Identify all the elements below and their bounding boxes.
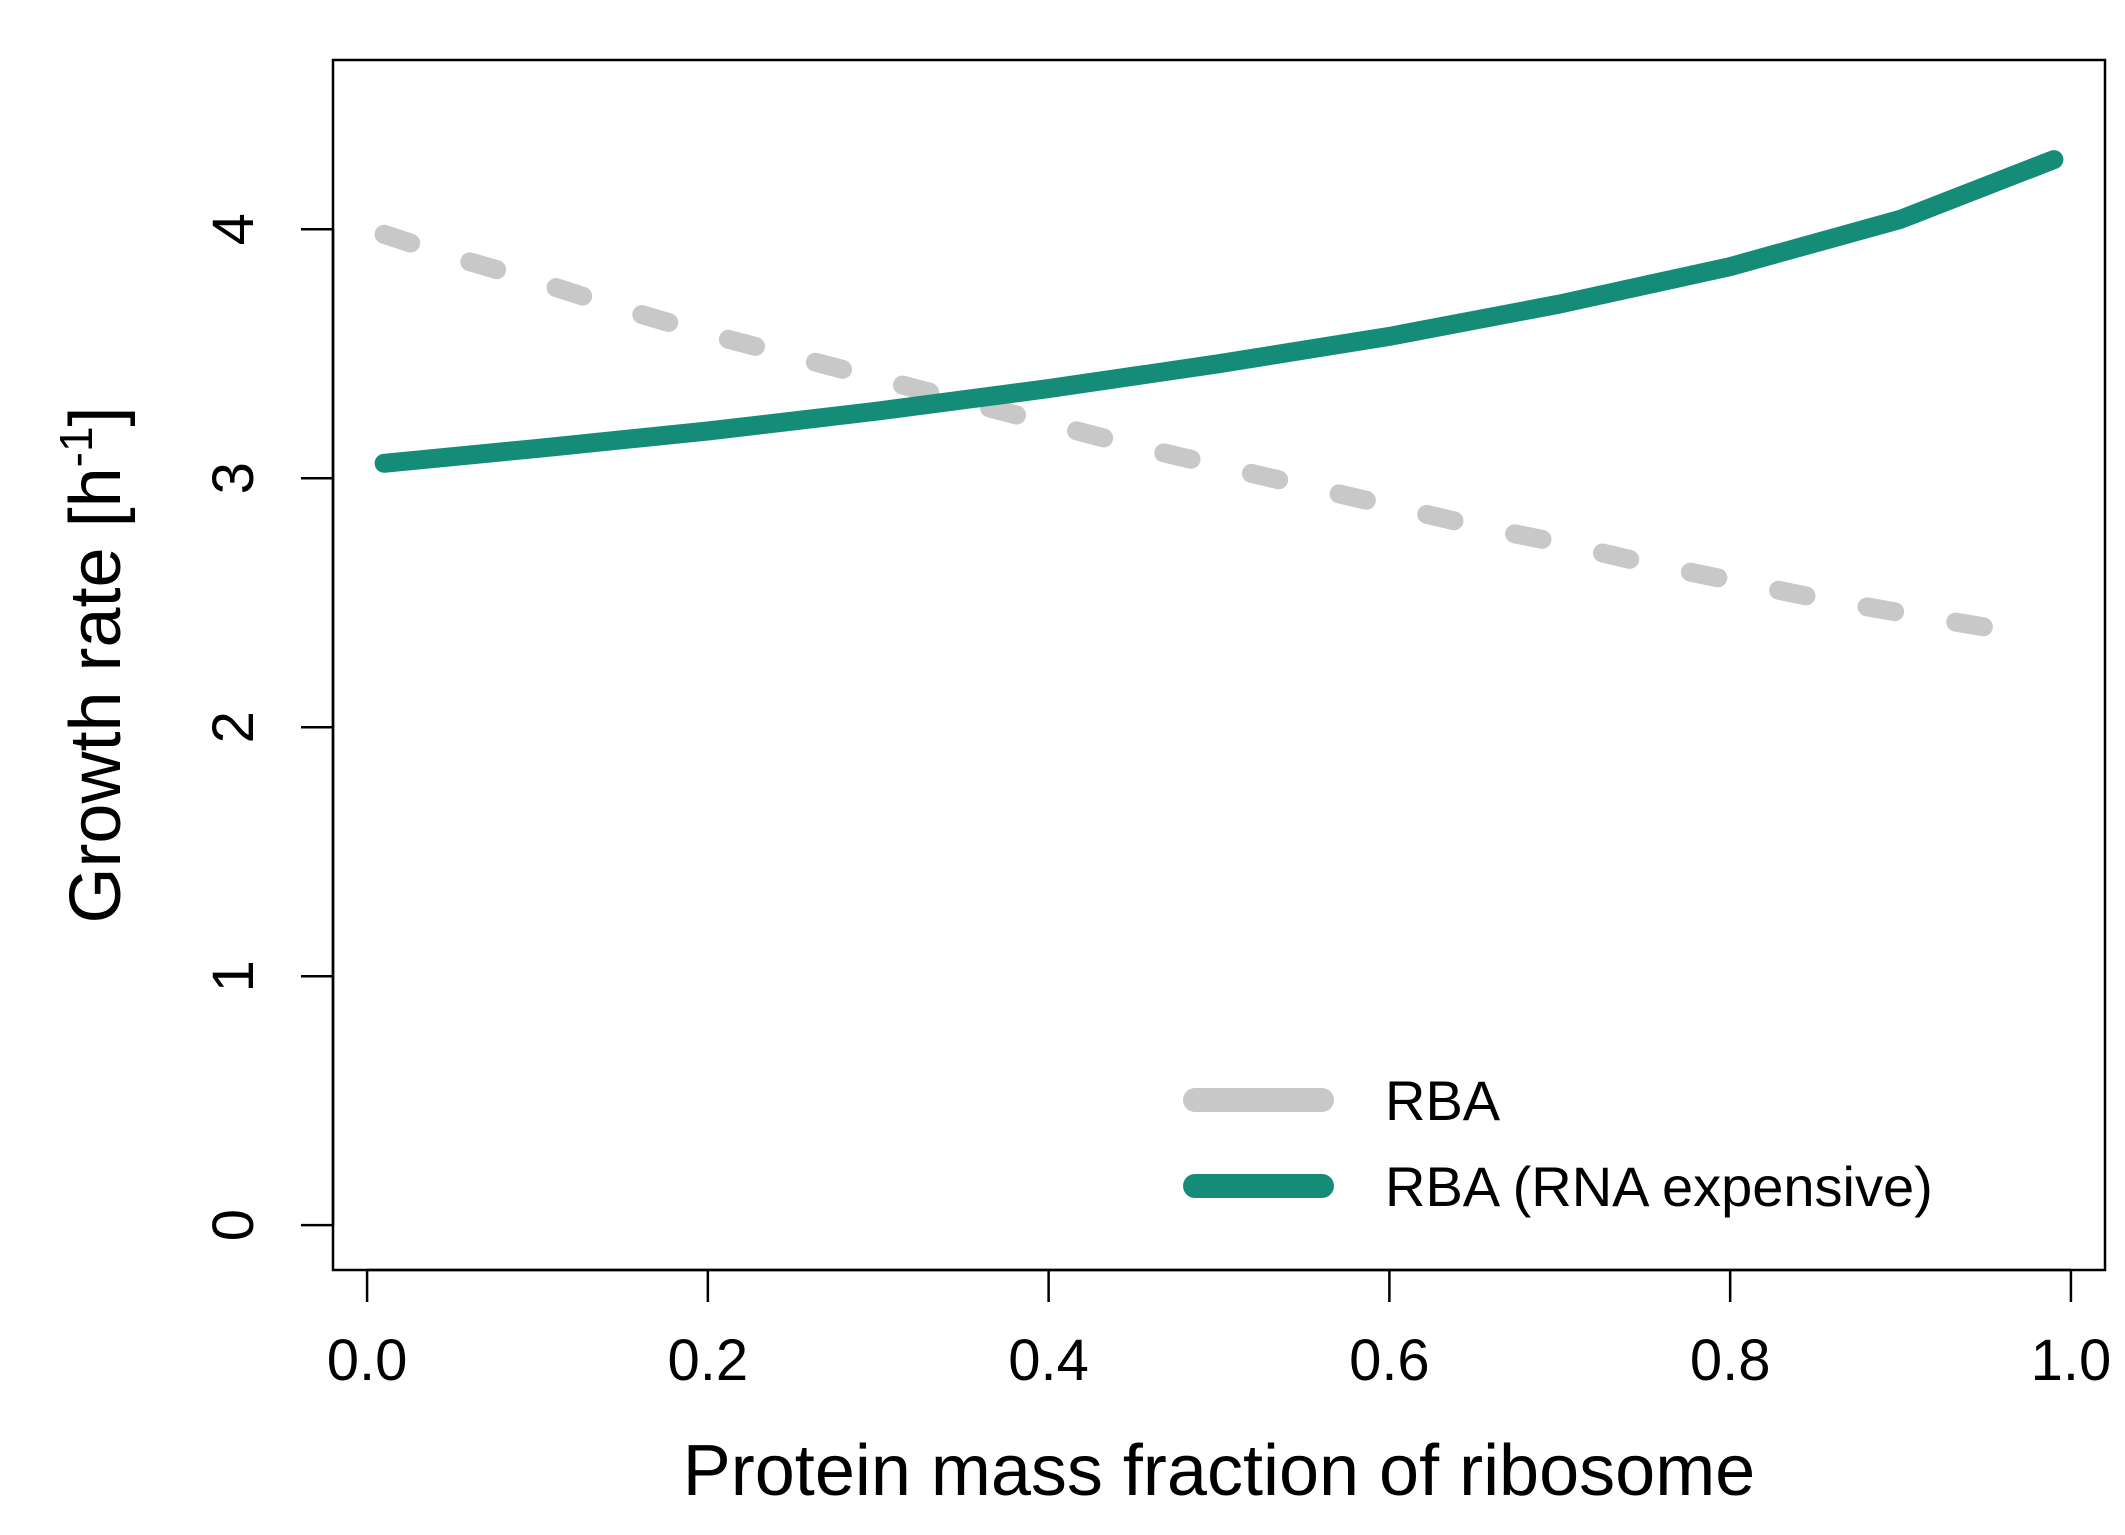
series-layer <box>374 150 2064 640</box>
legend: RBA RBA (RNA expensive) <box>1183 1069 1933 1218</box>
x-tick-label: 0.4 <box>1008 1328 1089 1393</box>
x-tick-label: 0.6 <box>1349 1328 1430 1393</box>
x-tick-label: 1.0 <box>2031 1328 2112 1393</box>
legend-label-rba-rna-expensive: RBA (RNA expensive) <box>1385 1155 1933 1218</box>
y-axis-title-close: ] <box>56 406 136 426</box>
y-tick-label: 1 <box>201 960 266 992</box>
x-tick-label: 0.0 <box>327 1328 408 1393</box>
series-line-1 <box>374 150 2064 473</box>
y-axis-title: Growth rate [h-1] <box>50 406 136 923</box>
x-tick-label: 0.2 <box>668 1328 749 1393</box>
x-axis: 0.0 0.2 0.4 0.6 0.8 1.0 <box>327 1268 2112 1393</box>
y-tick-label: 0 <box>201 1209 266 1241</box>
y-tick-label: 2 <box>201 711 266 743</box>
y-tick-label: 4 <box>201 213 266 245</box>
x-axis-title: Protein mass fraction of ribosome <box>683 1431 1755 1511</box>
y-axis-title-superscript: -1 <box>50 426 102 467</box>
series-line-0 <box>374 224 2013 640</box>
legend-label-rba: RBA <box>1385 1069 1501 1132</box>
x-tick-label: 0.8 <box>1690 1328 1771 1393</box>
y-axis: 0 1 2 3 4 <box>201 213 335 1241</box>
y-tick-label: 3 <box>201 462 266 494</box>
y-axis-title-main: Growth rate [h <box>56 467 136 923</box>
